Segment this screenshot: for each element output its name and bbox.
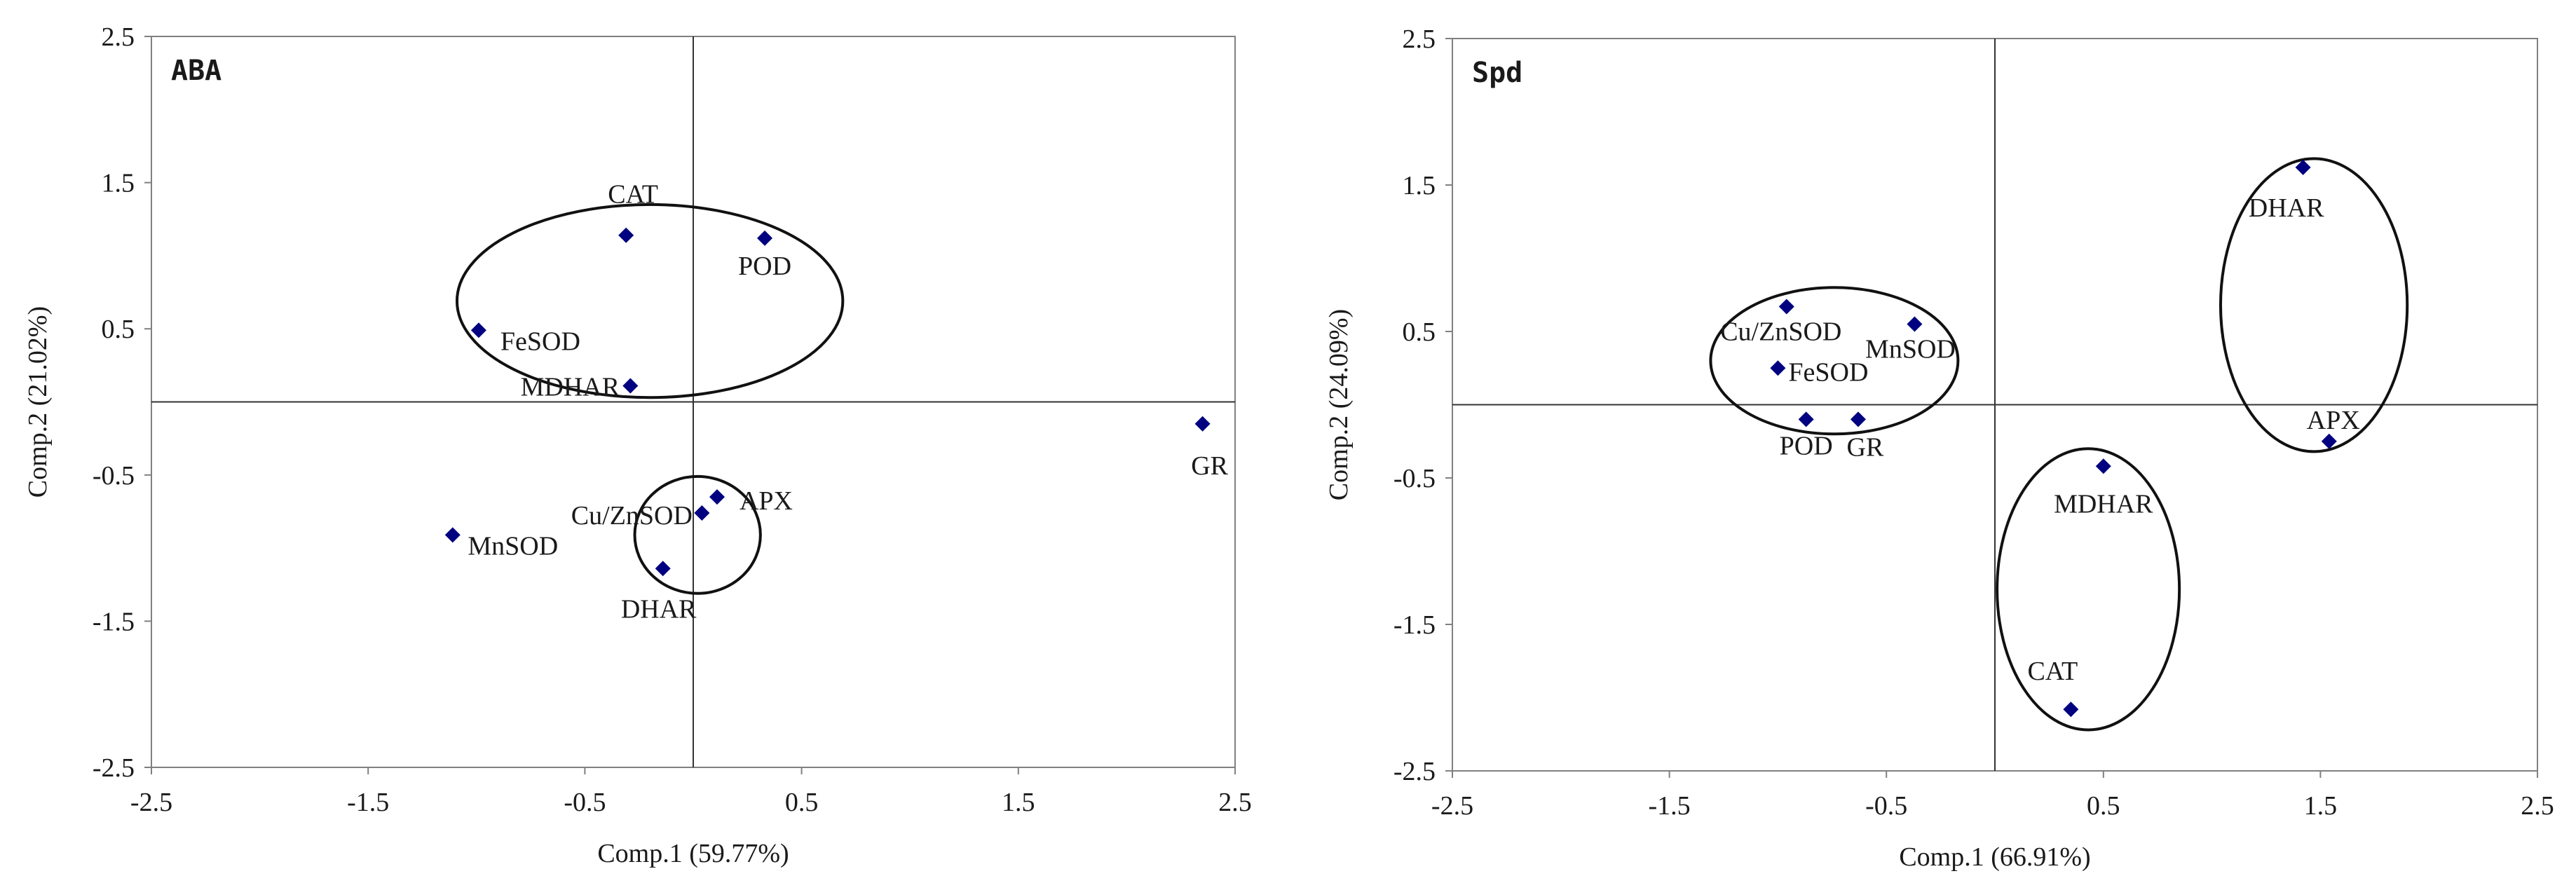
point-label: Cu/ZnSOD bbox=[571, 501, 693, 530]
y-tick-label: 1.5 bbox=[102, 169, 135, 198]
x-axis-title: Comp.1 (59.77%) bbox=[597, 839, 789, 868]
scatter-panel-2: -2.5 -1.5 -0.5 0.5 1.5 2.5 2.5 1.5 0.5 -0.5 -1.5 -2… bbox=[1324, 25, 2554, 872]
point-marker-mdhar bbox=[2095, 458, 2111, 474]
point-marker-mnsod bbox=[444, 527, 461, 543]
point-label: DHAR bbox=[2249, 193, 2324, 223]
y-tick-label: -2.5 bbox=[1393, 757, 1436, 786]
point-marker-gr bbox=[1850, 411, 1866, 427]
point-label: MnSOD bbox=[1865, 335, 1956, 364]
group-ellipse-2 bbox=[2219, 157, 2409, 453]
point-marker-mdhar bbox=[622, 378, 639, 394]
point-label: FeSOD bbox=[500, 327, 580, 356]
y-axis-title: Comp.2 (21.02%) bbox=[23, 306, 53, 498]
x-tick-label: -0.5 bbox=[1865, 791, 1907, 821]
y-tick-label: -0.5 bbox=[1393, 464, 1436, 493]
point-marker-pod bbox=[1798, 411, 1814, 427]
x-tick-label: 1.5 bbox=[1002, 788, 1035, 817]
scatter-panel-1: -2.5 -1.5 -0.5 0.5 1.5 2.5 2.5 1.5 0.5 -0.5 -1.5 -2… bbox=[23, 22, 1252, 868]
point-marker-mnsod bbox=[1907, 316, 1923, 332]
x-tick-label: 1.5 bbox=[2304, 791, 2338, 821]
point-marker-cat bbox=[2063, 701, 2079, 718]
point-label: APX bbox=[740, 486, 793, 516]
point-label: POD bbox=[738, 252, 791, 281]
point-label: POD bbox=[1780, 431, 1833, 460]
panel-label: Spd bbox=[1472, 57, 1522, 89]
group-ellipse-2 bbox=[633, 474, 762, 595]
point-label: FeSOD bbox=[1788, 357, 1868, 387]
point-label: MnSOD bbox=[468, 531, 558, 561]
point-label: MDHAR bbox=[521, 373, 620, 402]
y-tick-label: -1.5 bbox=[93, 607, 135, 636]
y-tick-label: 0.5 bbox=[1403, 317, 1436, 347]
x-tick-label: -2.5 bbox=[130, 788, 172, 817]
point-label: GR bbox=[1847, 432, 1884, 462]
panel-label: ABA bbox=[171, 55, 222, 87]
point-label: DHAR bbox=[621, 594, 697, 624]
x-tick-label: -2.5 bbox=[1431, 791, 1473, 821]
point-marker-cu-znsod bbox=[1778, 299, 1794, 315]
point-marker-apx bbox=[2321, 433, 2337, 449]
point-marker-gr bbox=[1194, 416, 1211, 432]
x-tick-label: 0.5 bbox=[785, 788, 819, 817]
x-tick-label: -1.5 bbox=[1649, 791, 1691, 821]
x-tick-label: 2.5 bbox=[1218, 788, 1252, 817]
x-tick-label: -1.5 bbox=[347, 788, 389, 817]
point-marker-apx bbox=[709, 489, 725, 505]
group-ellipse-3 bbox=[1996, 447, 2181, 732]
group-ellipse-1 bbox=[455, 203, 845, 399]
point-marker-pod bbox=[757, 230, 773, 246]
point-marker-fesod bbox=[470, 322, 486, 338]
y-tick-label: 2.5 bbox=[1403, 25, 1436, 54]
y-tick-label: -0.5 bbox=[93, 461, 135, 491]
point-label: APX bbox=[2307, 406, 2360, 435]
x-tick-label: 0.5 bbox=[2087, 791, 2120, 821]
point-marker-dhar bbox=[2295, 159, 2311, 175]
y-tick-label: 1.5 bbox=[1403, 171, 1436, 200]
y-tick-label: 0.5 bbox=[102, 315, 135, 344]
group-ellipse-1 bbox=[1709, 286, 1960, 436]
x-axis-title: Comp.1 (66.91%) bbox=[1899, 842, 2090, 872]
point-label: GR bbox=[1191, 451, 1228, 481]
y-tick-label: 2.5 bbox=[102, 22, 135, 52]
x-tick-label: 2.5 bbox=[2521, 791, 2554, 821]
y-tick-label: -1.5 bbox=[1393, 610, 1436, 640]
point-label: CAT bbox=[608, 180, 658, 210]
point-marker-cu-znsod bbox=[694, 505, 710, 521]
point-label: MDHAR bbox=[2054, 489, 2153, 519]
point-label: CAT bbox=[2027, 657, 2078, 686]
point-label: Cu/ZnSOD bbox=[1720, 317, 1841, 346]
point-marker-dhar bbox=[655, 561, 671, 577]
y-axis-title: Comp.2 (24.09%) bbox=[1324, 309, 1354, 500]
point-marker-cat bbox=[618, 227, 634, 243]
x-tick-label: -0.5 bbox=[564, 788, 606, 817]
point-marker-fesod bbox=[1770, 360, 1786, 376]
y-tick-label: -2.5 bbox=[93, 753, 135, 783]
